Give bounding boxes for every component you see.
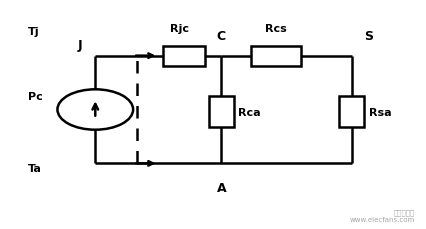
Text: A: A (216, 182, 226, 194)
Text: C: C (217, 30, 226, 43)
Bar (209, 97, 234, 128)
Bar (339, 97, 364, 128)
Text: Ta: Ta (28, 163, 42, 173)
Text: 电子发烧友
www.elecfans.com: 电子发烧友 www.elecfans.com (350, 208, 415, 222)
Text: S: S (364, 30, 373, 43)
Circle shape (58, 90, 133, 130)
Bar (251, 46, 301, 66)
Text: Tj: Tj (28, 27, 40, 37)
Bar (163, 46, 204, 66)
Text: J: J (78, 39, 83, 52)
Text: Rjc: Rjc (170, 24, 189, 34)
Text: Rcs: Rcs (265, 24, 287, 34)
Text: Pc: Pc (28, 92, 43, 102)
Text: Rsa: Rsa (368, 107, 391, 117)
Text: Rca: Rca (238, 107, 261, 117)
